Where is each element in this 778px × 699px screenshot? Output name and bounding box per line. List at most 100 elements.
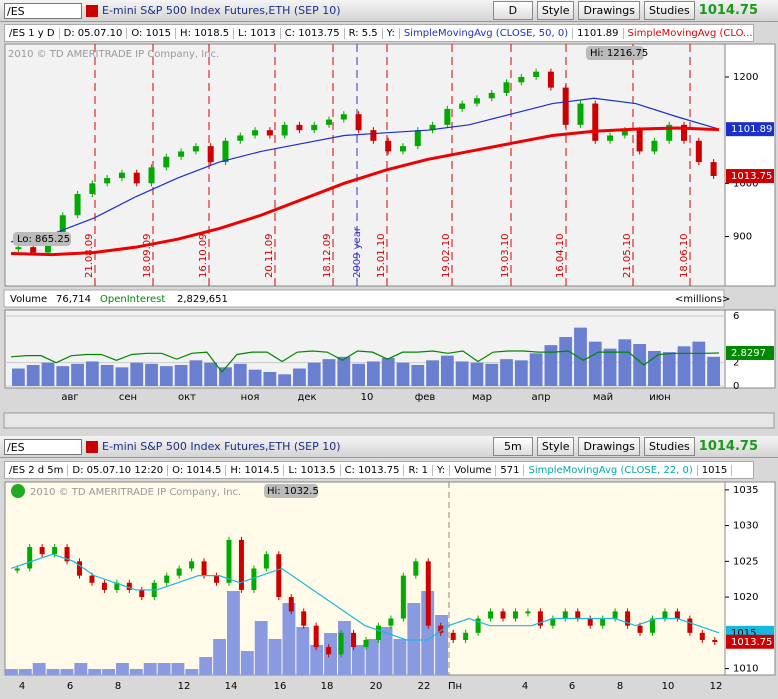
symbol-input[interactable]: /ES [4, 2, 82, 19]
volume-bar [393, 639, 407, 675]
x-tick-label: ноя [241, 392, 260, 403]
candle [340, 114, 347, 120]
volume-bar [633, 343, 647, 386]
style-button[interactable]: Style [536, 437, 575, 456]
link-icon[interactable] [86, 4, 98, 17]
price-axis [724, 309, 776, 389]
hi-box [264, 484, 318, 498]
toolbar: /ES E-mini S&P 500 Index Futures,ETH (SE… [0, 0, 778, 22]
period-button[interactable]: D [492, 1, 533, 20]
info-field: SimpleMovingAvg (CLOSE, 22, 0) [524, 464, 698, 476]
link-icon[interactable] [86, 440, 98, 453]
candle [413, 561, 419, 576]
x-tick-label: мар [472, 392, 492, 403]
volume-bar [603, 348, 617, 386]
candle [326, 647, 332, 655]
x-tick-label: 20 [370, 681, 383, 692]
candle [74, 193, 81, 216]
style-button[interactable]: Style [536, 1, 575, 20]
drawings-button[interactable]: Drawings [578, 437, 640, 456]
volume-bar [240, 651, 254, 675]
period-button[interactable]: 5m [492, 437, 533, 456]
last-price: 1014.75 [698, 439, 758, 454]
candle [338, 632, 344, 655]
volume-bar [32, 663, 46, 675]
x-tick-label: 10 [361, 392, 374, 403]
x-tick-label: 12 [710, 681, 723, 692]
candle [281, 124, 288, 136]
volume-bar [18, 669, 32, 675]
volume-bar [307, 362, 321, 386]
drawings-button[interactable]: Drawings [578, 1, 640, 20]
volume-bar [60, 669, 74, 675]
volume-bar [351, 645, 365, 675]
info-field: C: 1013.75 [281, 27, 345, 39]
year-label: 2009 year [352, 226, 363, 278]
candle [674, 611, 680, 619]
info-icon [11, 484, 25, 498]
candle [59, 215, 66, 237]
candle [388, 618, 394, 626]
candle [27, 547, 33, 569]
volume-bar [157, 663, 171, 675]
info-field: R: 1 [404, 464, 434, 476]
moving-average [10, 97, 720, 243]
volume-bar [145, 363, 158, 386]
volume-bar [574, 327, 587, 386]
volume-bar [268, 639, 282, 675]
candle [473, 98, 480, 104]
symbol-input[interactable]: /ES [4, 438, 82, 455]
candle [192, 146, 199, 152]
volume-bar [514, 360, 528, 386]
candle [276, 554, 282, 598]
studies-button[interactable]: Studies [643, 437, 695, 456]
volume-bar [278, 374, 292, 386]
volume-bar [254, 621, 268, 675]
candle [518, 76, 525, 83]
title: E-mini S&P 500 Index Futures,ETH (SEP 10… [102, 4, 341, 17]
studies-button[interactable]: Studies [643, 1, 695, 20]
candle [662, 611, 668, 619]
info-field: 571 [496, 464, 525, 476]
info-row: /ES 2 d 5m D: 05.07.10 12:20 O: 1014.5 H: 1… [4, 461, 754, 479]
lo-box [13, 232, 71, 246]
moving-average [10, 350, 720, 373]
candle [592, 103, 599, 141]
candle [537, 611, 543, 626]
volume-field: Volume [10, 294, 47, 305]
x-tick-label: авг [61, 392, 78, 403]
period-label: 21.05.10 [622, 233, 633, 278]
info-field: SimpleMovingAvg (CLO... [624, 28, 754, 39]
price-tag-label: 1015 [731, 628, 756, 639]
nav-strip [3, 412, 775, 429]
price-tag-label: 1013.75 [731, 171, 772, 182]
candle [64, 547, 70, 562]
info-field: Volume [450, 464, 497, 476]
candle [101, 582, 107, 590]
volume-bar [41, 362, 55, 386]
volume-bar [352, 363, 365, 386]
candle [77, 561, 83, 576]
volume-bar [322, 359, 336, 386]
candle [488, 92, 495, 99]
candle [503, 82, 510, 93]
candle [621, 130, 628, 136]
candle [607, 135, 614, 141]
candle [178, 151, 185, 157]
candle [164, 575, 170, 583]
candle [547, 71, 554, 88]
volume-field: OpenInterest [100, 294, 165, 305]
candle [600, 618, 606, 626]
volume-bar [71, 363, 84, 386]
y-tick-label: 1030 [733, 521, 758, 532]
candle [288, 597, 294, 612]
candle [385, 140, 392, 152]
volume-field: 76,714 [56, 294, 91, 305]
volume-header [3, 289, 725, 308]
candle [681, 124, 688, 141]
y-tick-label: 0 [733, 381, 739, 392]
last-price: 1014.75 [698, 3, 758, 18]
volume-bar [559, 336, 573, 386]
candle [651, 140, 658, 152]
period-label: 18.06.10 [679, 233, 690, 278]
